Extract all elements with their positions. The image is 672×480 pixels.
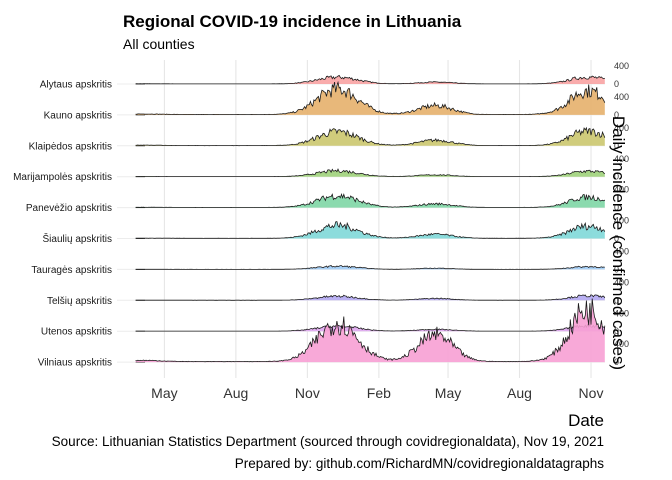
county-label-tel-i-apskritis: Telšių apskritis bbox=[47, 296, 112, 307]
x-axis-title: Date bbox=[568, 411, 604, 430]
xtick-label-4: May bbox=[435, 385, 461, 401]
ytick-label-400-panev-io-apskritis: 400 bbox=[614, 185, 629, 195]
ytick-label-zero-vilniaus-apskritis: 0 bbox=[614, 357, 619, 367]
county-label-alytaus-apskritis: Alytaus apskritis bbox=[40, 80, 112, 91]
right-y-axis: 0 400 0 400 0 400 0 400 0 400 0 400 0 400 0 400 0 400 0 400 bbox=[614, 61, 629, 367]
ridge-line-kauno-apskritis bbox=[135, 80, 606, 116]
ridge-area-panev-io-apskritis bbox=[135, 194, 605, 208]
ytick-label-400-taurag-s-apskritis: 400 bbox=[614, 247, 629, 257]
county-label-utenos-apskritis: Utenos apskritis bbox=[41, 327, 112, 338]
county-labels: Alytaus apskritis Kauno apskritis Klaipėdo… bbox=[13, 80, 112, 369]
ridge-line-vilniaus-apskritis bbox=[135, 298, 606, 363]
ytick-label-zero-taurag-s-apskritis: 0 bbox=[614, 264, 619, 274]
xtick-label-1: Aug bbox=[223, 385, 248, 401]
ytick-label-400-vilniaus-apskritis: 400 bbox=[614, 339, 629, 349]
county-label--iauli-apskritis: Šiaulių apskritis bbox=[43, 232, 112, 245]
ridge-line-utenos-apskritis bbox=[135, 323, 605, 332]
ytick-label-zero--iauli-apskritis: 0 bbox=[614, 234, 619, 244]
ytick-label-zero-klaip-dos-apskritis: 0 bbox=[614, 141, 619, 151]
ytick-label-400-marijampol-s-apskritis: 400 bbox=[614, 154, 629, 164]
ytick-label-400-klaip-dos-apskritis: 400 bbox=[614, 123, 629, 133]
ridge-area-vilniaus-apskritis bbox=[135, 298, 605, 363]
county-label-kauno-apskritis: Kauno apskritis bbox=[44, 110, 112, 121]
xtick-label-5: Aug bbox=[507, 385, 532, 401]
ridge-line-panev-io-apskritis bbox=[135, 193, 606, 208]
ridgeline-series bbox=[135, 74, 606, 363]
y-axis-title: Daily incidence (confirmed cases) bbox=[609, 116, 628, 370]
ytick-label-zero-kauno-apskritis: 0 bbox=[614, 110, 619, 120]
county-label-klaip-dos-apskritis: Klaipėdos apskritis bbox=[29, 141, 112, 152]
xtick-label-6: Nov bbox=[579, 385, 604, 401]
county-label-vilniaus-apskritis: Vilniaus apskritis bbox=[38, 358, 112, 369]
ridge-line-tel-i-apskritis bbox=[135, 294, 606, 301]
ridge-line-marijampol-s-apskritis bbox=[135, 168, 606, 178]
xtick-label-2: Nov bbox=[295, 385, 320, 401]
ridge-area--iauli-apskritis bbox=[135, 221, 605, 239]
ytick-label-zero-marijampol-s-apskritis: 0 bbox=[614, 172, 619, 182]
ridge-area-klaip-dos-apskritis bbox=[135, 127, 605, 146]
ridge-line-klaip-dos-apskritis bbox=[135, 126, 606, 147]
ridge-area-marijampol-s-apskritis bbox=[135, 169, 605, 177]
ytick-label-400-kauno-apskritis: 400 bbox=[614, 92, 629, 102]
caption-source: Source: Lithuanian Statistics Department… bbox=[52, 434, 604, 449]
ytick-label-400--iauli-apskritis: 400 bbox=[614, 216, 629, 226]
ridge-area-kauno-apskritis bbox=[135, 82, 605, 115]
x-axis: May Aug Nov Feb May Aug Nov bbox=[151, 385, 603, 401]
xtick-label-0: May bbox=[151, 385, 177, 401]
ytick-label-zero-utenos-apskritis: 0 bbox=[614, 326, 619, 336]
ytick-label-400-alytaus-apskritis: 400 bbox=[614, 61, 629, 71]
ytick-label-zero-alytaus-apskritis: 0 bbox=[614, 79, 619, 89]
xtick-label-3: Feb bbox=[367, 385, 391, 401]
chart-title: Regional COVID-19 incidence in Lithuania bbox=[123, 12, 462, 31]
ytick-label-zero-panev-io-apskritis: 0 bbox=[614, 203, 619, 213]
ytick-label-400-tel-i-apskritis: 400 bbox=[614, 277, 629, 287]
county-label-taurag-s-apskritis: Tauragės apskritis bbox=[31, 265, 112, 276]
chart-subtitle: All counties bbox=[123, 36, 195, 52]
ridge-line--iauli-apskritis bbox=[135, 221, 606, 239]
ridge-area-alytaus-apskritis bbox=[135, 75, 605, 84]
county-label-panev-io-apskritis: Panevėžio apskritis bbox=[26, 203, 112, 214]
county-label-marijampol-s-apskritis: Marijampolės apskritis bbox=[13, 172, 112, 183]
ridge-line-taurag-s-apskritis bbox=[135, 265, 605, 270]
ytick-label-400-utenos-apskritis: 400 bbox=[614, 308, 629, 318]
ridge-line-alytaus-apskritis bbox=[135, 74, 605, 85]
ytick-label-zero-tel-i-apskritis: 0 bbox=[614, 295, 619, 305]
caption-prepared-by: Prepared by: github.com/RichardMN/covidr… bbox=[235, 456, 604, 471]
